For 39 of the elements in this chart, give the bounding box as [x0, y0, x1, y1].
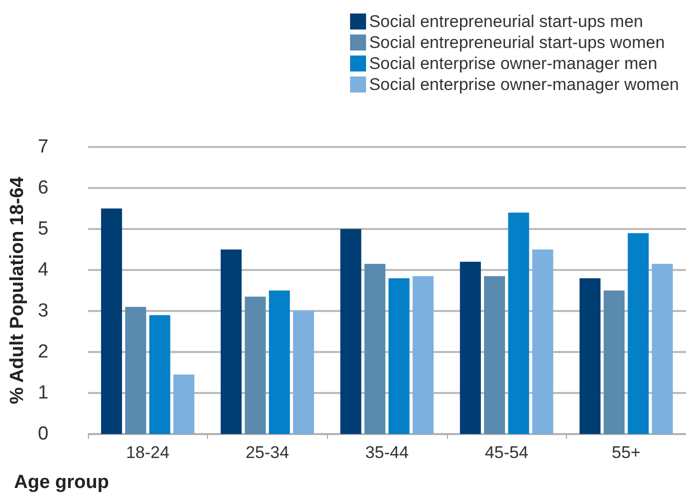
y-tick-label: 6 — [38, 178, 48, 198]
x-tick-label: 55+ — [612, 443, 641, 462]
bar — [220, 250, 242, 434]
legend-label: Social enterprise owner-manager men — [369, 54, 658, 73]
bar — [412, 276, 434, 434]
bar — [173, 374, 194, 434]
y-tick-label: 4 — [38, 260, 49, 280]
bar — [484, 276, 505, 434]
bar — [580, 278, 601, 434]
bar — [364, 264, 386, 434]
y-tick-label: 0 — [38, 424, 48, 444]
x-tick-label: 18-24 — [126, 443, 170, 462]
bar — [532, 250, 554, 434]
bar — [125, 306, 146, 434]
legend-label: Social entrepreneurial start-ups men — [369, 12, 644, 31]
y-tick-label: 2 — [38, 342, 48, 362]
legend-label: Social entrepreneurial start-ups women — [369, 33, 665, 52]
y-axis-title: % Adult Population 18-64 — [7, 176, 28, 404]
y-tick-label: 3 — [38, 300, 48, 322]
y-tick-label: 7 — [38, 136, 48, 158]
x-tick-label: 35-44 — [365, 443, 409, 462]
bar — [268, 290, 290, 434]
bar — [388, 278, 410, 434]
bar — [604, 290, 625, 434]
bar — [101, 208, 122, 434]
bar — [149, 315, 170, 434]
bar — [244, 296, 266, 434]
bar — [340, 229, 362, 434]
y-tick-label: 5 — [38, 218, 48, 240]
y-tick-label: 1 — [38, 382, 48, 404]
bar — [460, 262, 481, 434]
bar — [508, 212, 530, 434]
bar — [628, 233, 649, 434]
bar — [652, 264, 673, 434]
bar — [293, 311, 314, 434]
x-tick-label: 25-34 — [246, 443, 290, 462]
legend-label: Social enterprise owner-manager women — [369, 75, 680, 94]
x-axis-title: Age group — [14, 472, 109, 493]
x-tick-label: 45-54 — [484, 443, 528, 462]
